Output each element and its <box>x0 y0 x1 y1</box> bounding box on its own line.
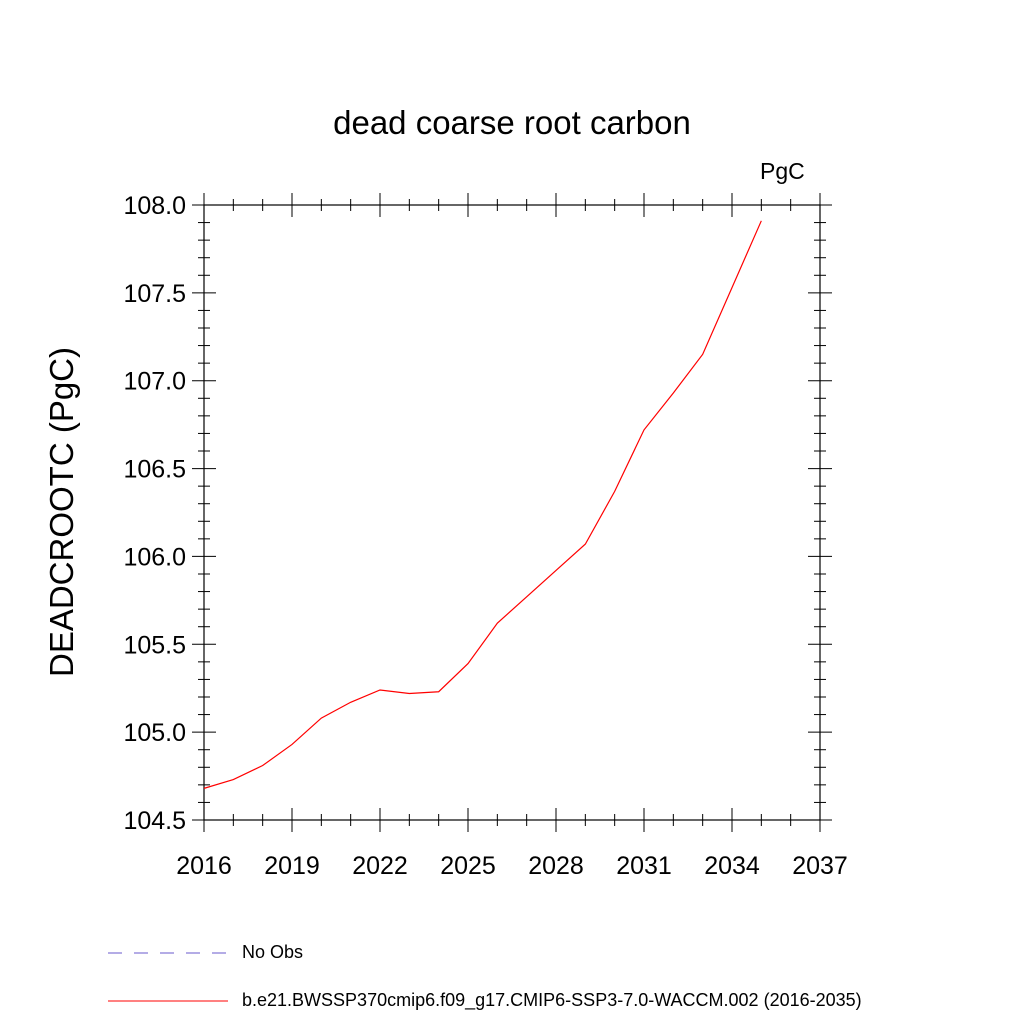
y-tick-label: 107.0 <box>123 368 186 396</box>
y-tick-label: 105.5 <box>123 631 186 659</box>
legend-lines <box>108 952 228 1002</box>
x-tick-label: 2022 <box>352 852 408 880</box>
series-line <box>203 220 762 789</box>
y-tick-label: 106.0 <box>123 543 186 571</box>
axis-ticks <box>192 193 832 832</box>
x-tick-label: 2037 <box>792 852 848 880</box>
x-tick-label: 2028 <box>528 852 584 880</box>
y-tick-label: 105.0 <box>123 719 186 747</box>
x-tick-label: 2019 <box>264 852 320 880</box>
x-tick-label: 2016 <box>176 852 232 880</box>
y-tick-label: 104.5 <box>123 807 186 835</box>
axis-tick-labels: 2016 2019 2022 2025 2028 2031 2034 2037 104.5 105… <box>123 192 847 880</box>
y-tick-label: 108.0 <box>123 192 186 220</box>
legend-label-model-run: b.e21.BWSSP370cmip6.f09_g17.CMIP6-SSP3-7… <box>242 990 862 1010</box>
y-tick-label: 107.5 <box>123 280 186 308</box>
x-tick-label: 2034 <box>704 852 760 880</box>
plot-area-frame <box>203 204 821 821</box>
x-tick-label: 2031 <box>616 852 672 880</box>
legend-label-no-obs: No Obs <box>242 942 304 962</box>
chart-title: dead coarse root carbon <box>333 104 691 141</box>
units-label: PgC <box>760 158 805 184</box>
x-tick-label: 2025 <box>440 852 496 880</box>
y-tick-label: 106.5 <box>123 456 186 484</box>
series-group <box>203 220 762 789</box>
